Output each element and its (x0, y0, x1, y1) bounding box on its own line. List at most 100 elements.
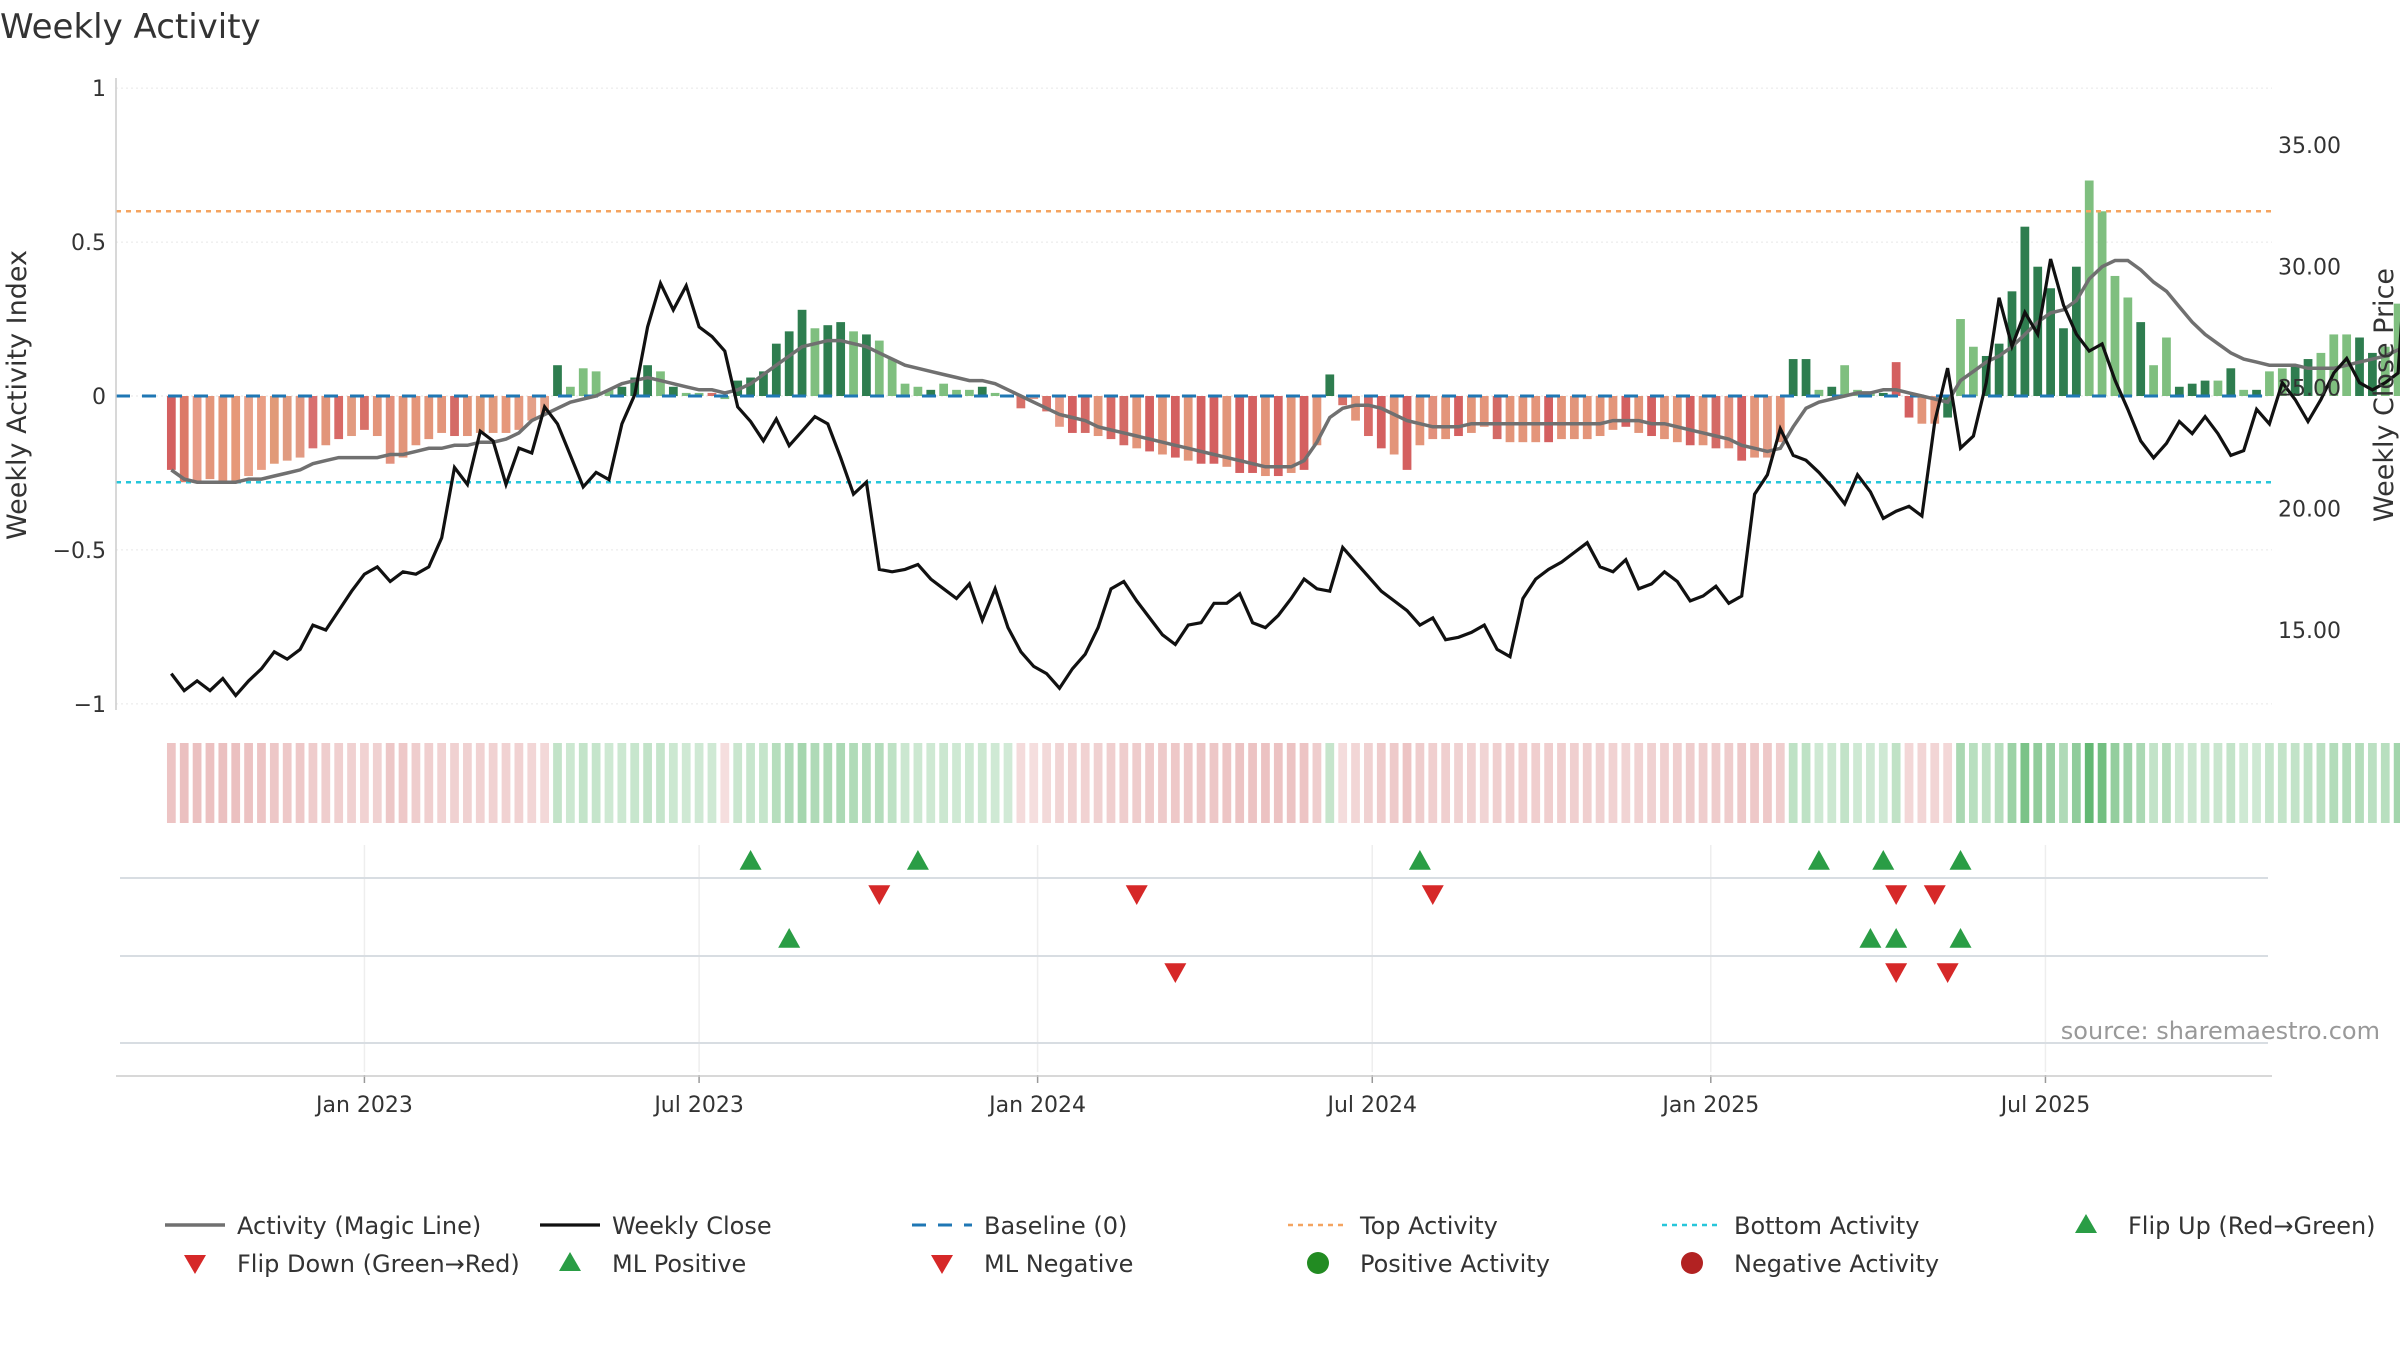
heat-strip-cell (1209, 743, 1219, 823)
heat-strip-cell (2342, 743, 2352, 823)
activity-bar (1209, 396, 1219, 464)
heat-strip-cell (681, 743, 691, 823)
heat-strip-cell (1428, 743, 1438, 823)
activity-bar (2226, 368, 2236, 396)
heat-strip-cell (990, 743, 1000, 823)
activity-bar (257, 396, 266, 470)
heat-strip-cell (2226, 743, 2236, 823)
activity-bar (1827, 386, 1837, 396)
heat-strip-cell (1248, 743, 1257, 823)
activity-bar (437, 396, 447, 433)
activity-bar (1531, 396, 1541, 443)
activity-bar (398, 396, 408, 458)
legend-item-close: Weekly Close (540, 1212, 772, 1240)
activity-bar (1119, 396, 1129, 446)
activity-bar (977, 386, 987, 396)
activity-bar (1016, 396, 1026, 409)
heat-strip-cell (437, 743, 447, 823)
heat-strip-cell (501, 743, 511, 823)
heat-strip-cell (450, 743, 459, 823)
heat-strip-cell (2239, 743, 2249, 823)
flip-up-marker (1807, 850, 1830, 870)
heat-strip-cell (269, 743, 279, 823)
heat-strip-cell (1325, 743, 1335, 823)
activity-bar (1183, 396, 1193, 461)
activity-bar (823, 325, 833, 396)
activity-bar (643, 365, 652, 396)
activity-bar (411, 396, 421, 446)
activity-bar (1763, 396, 1772, 458)
x-tick-label: Jul 2023 (652, 1093, 744, 1118)
y-right-tick-label: 25.00 (2278, 377, 2341, 402)
activity-bar (2097, 211, 2107, 396)
flip-down-marker (1885, 885, 1908, 905)
activity-bar (553, 365, 562, 396)
heat-strip-cell (514, 743, 524, 823)
heat-strip-cell (2174, 743, 2184, 823)
activity-bar (1557, 396, 1566, 440)
heat-strip-cell (1235, 743, 1245, 823)
heat-strip-cell (1158, 743, 1167, 823)
flip-down-marker (1421, 885, 1444, 905)
legend-label: ML Negative (984, 1250, 1133, 1278)
activity-bars (166, 180, 2400, 483)
heat-strip-cell (1479, 743, 1489, 823)
heat-strip-cell (746, 743, 755, 823)
heat-strip-cell (1608, 743, 1618, 823)
legend-label: Top Activity (1359, 1212, 1498, 1240)
heat-strip-cell (2084, 743, 2094, 823)
legend-swatch-negative-dot (1681, 1252, 1703, 1274)
activity-bar (321, 396, 331, 446)
heat-strip-cell (733, 743, 743, 823)
activity-bar (1145, 396, 1154, 452)
heat-strip-cell (463, 743, 472, 823)
legend: Activity (Magic Line) Weekly Close Baselin… (165, 1212, 2376, 1278)
legend-label: Flip Down (Green→Red) (237, 1250, 520, 1278)
heat-strip-cell (1801, 743, 1811, 823)
chart-title: Weekly Activity (0, 7, 261, 47)
heat-strip-cell (836, 743, 846, 823)
activity-bar (2084, 180, 2094, 396)
activity-bar (913, 386, 923, 396)
activity-bar (1479, 396, 1489, 427)
activity-bar (617, 386, 627, 396)
heat-strip-cell (244, 743, 253, 823)
y-right-tick-label: 15.00 (2278, 619, 2341, 644)
y-left-tick-label: −1 (74, 693, 106, 718)
activity-bar (1067, 396, 1077, 433)
grid-layer (116, 87, 2272, 1072)
activity-bar (308, 396, 318, 449)
legend-swatch-up-triangle (559, 1252, 581, 1271)
heat-strip-cell (1505, 743, 1515, 823)
flip-up-marker (1408, 850, 1431, 870)
activity-bar (604, 389, 614, 396)
heat-strip-cell (2071, 743, 2081, 823)
heat-strip-cell (1981, 743, 1991, 823)
heat-strip-cell (2265, 743, 2274, 823)
heat-strip-cell (1170, 743, 1180, 823)
y-right-tick-label: 20.00 (2278, 498, 2341, 523)
heat-strip-cell (1441, 743, 1451, 823)
activity-bar (1595, 396, 1605, 437)
heat-strip-cell (771, 743, 781, 823)
legend-item-mlpos: ML Positive (559, 1250, 746, 1278)
heat-strip-cell (2277, 743, 2287, 823)
x-tick-label: Jul 2025 (1999, 1093, 2091, 1118)
heat-strip-cell (2097, 743, 2107, 823)
x-tick-label: Jan 2024 (987, 1093, 1086, 1118)
activity-bar (1093, 396, 1103, 437)
heat-strip-cell (1196, 743, 1206, 823)
activity-bar (939, 383, 949, 396)
activity-bar (2046, 288, 2055, 396)
activity-bar (965, 389, 974, 396)
heat-strip-cell (205, 743, 215, 823)
heat-strip-cell (1775, 743, 1785, 823)
activity-bar (295, 396, 305, 458)
heat-strip-cell (591, 743, 601, 823)
heat-strip-cell (1312, 743, 1322, 823)
heat-strip-cell (527, 743, 537, 823)
activity-bar (1376, 396, 1386, 449)
heat-strip-cell (1492, 743, 1502, 823)
activity-bar (771, 343, 781, 396)
